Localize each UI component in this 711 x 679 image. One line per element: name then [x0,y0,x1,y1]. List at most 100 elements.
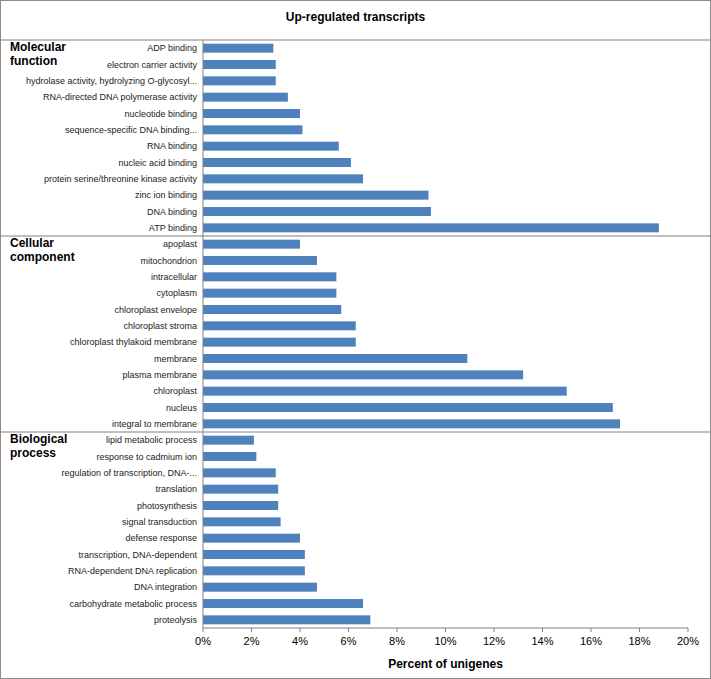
bar [203,468,276,477]
category-label: chloroplast [153,386,197,396]
panel-label: Biological process [10,432,71,460]
panel-divider [0,432,711,433]
x-tick [639,628,640,632]
category-label: carbohydrate metabolic process [69,599,197,609]
category-label: plasma membrane [122,370,197,380]
x-axis-title: Percent of unigenes [388,657,503,671]
category-label: intracellular [151,272,197,282]
x-tick [494,628,495,632]
category-label: cytoplasm [156,288,197,298]
category-label: chloroplast thylakoid membrane [70,337,197,347]
bar [203,517,281,526]
bar [203,321,356,330]
bar [203,354,467,363]
chart-title: Up-regulated transcripts [286,10,426,24]
bar [203,60,276,69]
category-label: RNA-directed DNA polymerase activity [43,92,198,102]
bar [203,223,659,232]
bar [203,93,288,102]
chart-border [1,1,711,679]
category-label: proteolysis [154,615,198,625]
chart: Up-regulated transcripts Molecular functi… [0,0,711,679]
category-label: nucleic acid binding [118,158,197,168]
category-label: DNA integration [134,582,197,592]
category-label: mitochondrion [140,256,197,266]
category-label: signal transduction [122,517,197,527]
bar [203,125,302,134]
panel-label-line: function [10,54,57,68]
bar [203,566,305,575]
x-tick-label: 8% [389,635,405,647]
x-tick-label: 0% [195,635,211,647]
bar [203,76,276,85]
bar [203,109,300,118]
bar [203,256,317,265]
panel-label: Molecular function [10,40,69,68]
x-tick-label: 14% [531,635,553,647]
x-tick-label: 2% [244,635,260,647]
category-label: chloroplast stroma [123,321,197,331]
bar [203,452,256,461]
x-tick [688,628,689,632]
category-label: response to cadmium ion [96,452,197,462]
x-tick [397,628,398,632]
category-label: ADP binding [147,43,197,53]
bar [203,174,363,183]
category-label: translation [155,484,197,494]
x-tick [251,628,252,632]
bar [203,419,620,428]
x-tick [348,628,349,632]
bar [203,289,336,298]
category-label: ATP binding [149,223,197,233]
panel-label-line: Cellular [10,236,57,250]
bar [203,403,613,412]
x-tick-label: 6% [341,635,357,647]
bar [203,142,339,151]
bar [203,158,351,167]
category-label: zinc ion binding [135,190,197,200]
category-label: nucleotide binding [124,109,197,119]
panel-label: Cellular component [10,236,75,264]
category-label: DNA binding [147,207,197,217]
bar [203,305,341,314]
bars [203,436,370,625]
x-tick [542,628,543,632]
bar [203,615,370,624]
category-label: chloroplast envelope [114,305,197,315]
x-tick-label: 12% [483,635,505,647]
panel-divider [0,236,711,237]
bar [203,550,305,559]
x-tick-label: 18% [628,635,650,647]
panel-divider [0,40,711,41]
x-tick-label: 10% [434,635,456,647]
x-tick [591,628,592,632]
bars [203,240,620,429]
category-label: protein serine/threonine kinase activity [44,174,198,184]
category-label: photosynthesis [137,501,198,511]
bar [203,272,336,281]
x-tick-label: 4% [292,635,308,647]
bar [203,191,429,200]
category-label: regulation of transcription, DNA-... [61,468,197,478]
panel-label-line: Biological [10,432,71,446]
bar [203,501,278,510]
x-tick [300,628,301,632]
axis-line [203,40,204,236]
category-label: defense response [125,533,197,543]
bar [203,387,567,396]
bar [203,534,300,543]
bar [203,338,356,347]
category-label: hydrolase activity, hydrolyzing O-glycos… [26,76,197,86]
bar [203,370,523,379]
category-label: membrane [154,354,197,364]
bar [203,44,273,53]
category-label: electron carrier activity [107,60,198,70]
category-label: sequence-specific DNA binding... [65,125,197,135]
category-label: transcription, DNA-dependent [78,550,197,560]
x-tick-label: 20% [677,635,699,647]
category-label: integral to membrane [112,419,197,429]
bar [203,436,254,445]
x-tick-label: 16% [580,635,602,647]
panel-label-line: Molecular [10,40,69,54]
bar [203,599,363,608]
